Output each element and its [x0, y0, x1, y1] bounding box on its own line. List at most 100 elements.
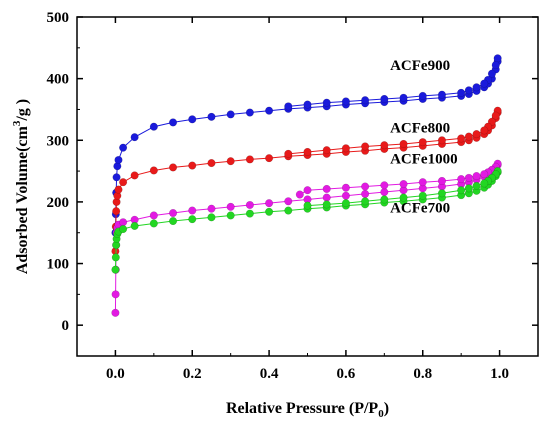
adsorption-point	[245, 200, 254, 210]
x-axis-title-close: )	[384, 400, 389, 417]
desorption-point	[380, 141, 389, 150]
desorption-point	[341, 144, 350, 153]
desorption-point	[361, 182, 370, 191]
adsorption-point	[188, 215, 197, 224]
desorption-point	[399, 139, 408, 149]
y-tick-label: 100	[47, 257, 70, 273]
adsorption-point	[111, 290, 120, 299]
adsorption-point	[119, 143, 128, 152]
desorption-point	[491, 61, 500, 70]
desorption-point	[464, 86, 473, 95]
adsorption-point	[149, 219, 158, 228]
series-ACFe700	[111, 167, 502, 274]
series-label-ACFe1000: ACFe1000	[390, 152, 458, 168]
desorption-point	[491, 111, 500, 120]
adsorption-point	[112, 207, 121, 216]
adsorption-point	[168, 208, 178, 218]
adsorption-point	[119, 218, 128, 227]
adsorption-point	[130, 171, 139, 180]
y-axis-title-close: /g )	[14, 99, 31, 122]
desorption-point	[284, 102, 293, 111]
adsorption-point	[111, 265, 120, 274]
adsorption-point	[149, 166, 158, 175]
x-tick-label: 1.0	[490, 366, 509, 382]
x-tick-label: 0.6	[337, 366, 356, 382]
adsorption-point	[265, 199, 274, 208]
desorption-point	[418, 91, 427, 100]
desorption-point	[472, 83, 481, 92]
adsorption-point	[119, 224, 128, 234]
adsorption-point	[245, 108, 254, 117]
series-label-ACFe700: ACFe700	[390, 200, 450, 216]
series-label-ACFe800: ACFe800	[390, 120, 450, 136]
adsorption-point	[207, 112, 216, 121]
y-axis-title: Adsorbed Volume(cm3/g )	[11, 99, 31, 274]
adsorption-point	[245, 209, 254, 218]
y-tick-label: 400	[47, 72, 70, 88]
adsorption-point	[207, 213, 216, 222]
adsorption-point	[265, 207, 274, 216]
adsorption-point	[168, 163, 178, 172]
desorption-point	[472, 181, 481, 190]
plot-marks	[111, 54, 502, 317]
desorption-point	[480, 79, 489, 88]
adsorption-point	[111, 308, 120, 317]
y-axis-title-superscript: 3	[11, 120, 23, 126]
desorption-point	[380, 94, 389, 104]
x-axis-title-subscript: 0	[378, 408, 384, 420]
desorption-point	[472, 130, 481, 139]
desorption-point	[341, 183, 350, 192]
adsorption-point	[207, 159, 216, 168]
desorption-point	[437, 90, 447, 99]
y-tick-label: 200	[47, 195, 70, 211]
adsorption-point	[226, 211, 235, 220]
desorption-point	[303, 201, 312, 210]
adsorption-point	[119, 178, 128, 187]
series-label-ACFe900: ACFe900	[390, 58, 450, 74]
desorption-point	[457, 88, 466, 97]
series-ACFe900	[111, 54, 502, 237]
desorption-point	[399, 93, 408, 102]
desorption-point	[472, 171, 481, 181]
desorption-point	[380, 181, 389, 190]
adsorption-point	[114, 185, 123, 194]
adsorption-point	[284, 206, 293, 215]
adsorption-point	[130, 133, 139, 142]
adsorption-point	[111, 253, 120, 262]
x-axis-title: Relative Pressure (P/P0)	[226, 400, 389, 420]
desorption-point	[399, 179, 408, 189]
adsorption-point	[188, 161, 197, 170]
x-axis-title-main: Relative Pressure (P/P	[226, 400, 378, 417]
desorption-point	[480, 126, 489, 135]
desorption-point	[322, 200, 331, 209]
adsorption-point	[168, 216, 178, 226]
desorption-point	[437, 189, 447, 198]
desorption-point	[487, 69, 496, 78]
y-tick-label: 0	[62, 318, 70, 334]
x-tick-label: 0.0	[106, 366, 125, 382]
desorption-point	[322, 184, 331, 194]
desorption-point	[480, 179, 489, 188]
series-ACFe1000	[111, 159, 502, 317]
desorption-point	[380, 195, 389, 204]
adsorption-point	[341, 191, 350, 200]
desorption-point	[457, 186, 466, 195]
desorption-point	[361, 142, 370, 151]
desorption-point	[457, 175, 466, 184]
desorption-point	[361, 197, 370, 206]
x-tick-label: 0.8	[413, 366, 432, 382]
desorption-point	[464, 173, 473, 182]
adsorption-point	[112, 173, 121, 182]
adsorption-point	[226, 157, 235, 166]
adsorption-point	[245, 155, 254, 164]
adsorption-point	[322, 193, 331, 202]
series-ACFe800	[111, 106, 502, 256]
adsorption-point	[226, 202, 235, 211]
x-tick-label: 0.4	[260, 366, 279, 382]
desorption-point	[418, 138, 427, 147]
adsorption-point	[188, 115, 197, 124]
desorption-point	[341, 199, 350, 208]
desorption-point	[437, 176, 447, 186]
desorption-point	[399, 193, 408, 202]
